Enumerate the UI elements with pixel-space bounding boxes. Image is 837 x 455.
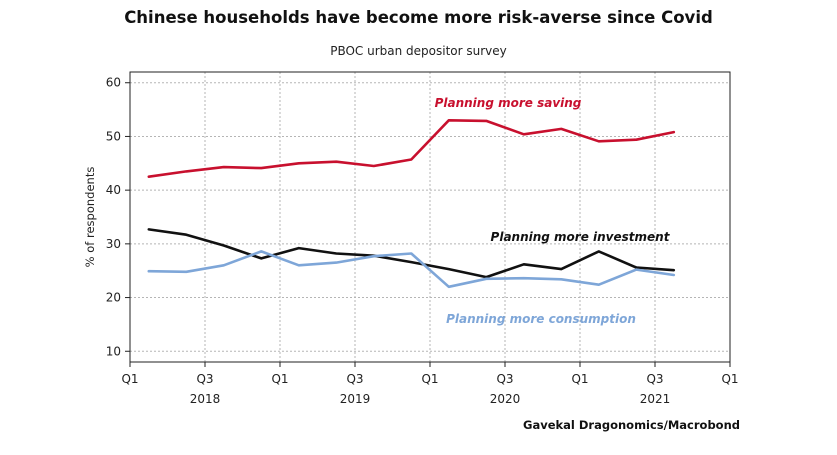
y-tick-label: 60: [106, 76, 121, 90]
x-tick-label: Q3: [496, 372, 513, 386]
chart-subtitle: PBOC urban depositor survey: [330, 44, 507, 58]
x-year-label: 2019: [340, 392, 371, 406]
y-tick-label: 10: [106, 344, 121, 358]
series-line-2: [147, 228, 676, 279]
series-line-1: [147, 119, 676, 178]
x-year-label: 2021: [640, 392, 671, 406]
x-tick-label: Q1: [571, 372, 588, 386]
y-tick-label: 50: [106, 129, 121, 143]
x-tick-label: Q3: [646, 372, 663, 386]
series-label-1: Planning more saving: [435, 96, 582, 110]
y-tick-label: 30: [106, 237, 121, 251]
series-label-3: Planning more consumption: [446, 312, 636, 326]
x-tick-label: Q3: [196, 372, 213, 386]
chart-source: Gavekal Dragonomics/Macrobond: [523, 418, 740, 432]
x-tick-label: Q1: [421, 372, 438, 386]
x-tick-label: Q1: [121, 372, 138, 386]
series-line-3: [147, 250, 676, 289]
x-year-label: 2018: [190, 392, 221, 406]
x-tick-label: Q3: [346, 372, 363, 386]
series-label-2: Planning more investment: [491, 230, 671, 244]
x-tick-label: Q1: [271, 372, 288, 386]
y-tick-label: 20: [106, 291, 121, 305]
x-year-label: 2020: [490, 392, 521, 406]
chart-title: Chinese households have become more risk…: [124, 8, 713, 27]
y-axis-label: % of respondents: [83, 167, 97, 268]
x-tick-label: Q1: [721, 372, 738, 386]
y-tick-label: 40: [106, 183, 121, 197]
